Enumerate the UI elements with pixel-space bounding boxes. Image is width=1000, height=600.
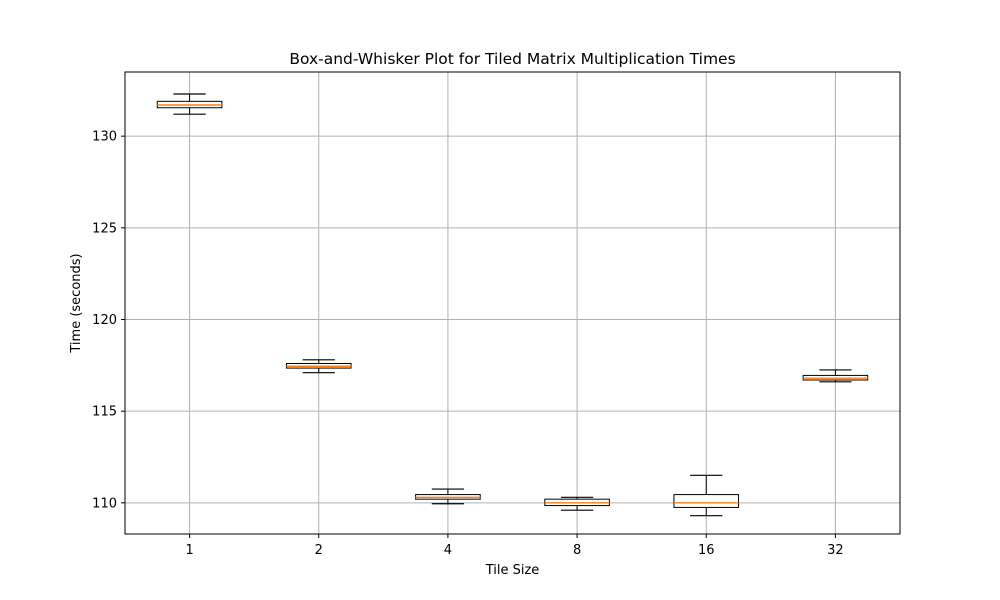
x-tick-label: 8 <box>573 543 581 558</box>
y-tick-label: 115 <box>92 405 117 420</box>
box-group <box>544 496 610 511</box>
chart-title: Box-and-Whisker Plot for Tiled Matrix Mu… <box>289 50 735 68</box>
box-group <box>156 93 223 115</box>
x-tick-label: 1 <box>185 543 193 558</box>
grid <box>125 72 900 534</box>
x-tick-label: 4 <box>444 543 452 558</box>
box-group <box>415 488 481 505</box>
y-tick-label: 125 <box>92 221 117 236</box>
x-tick-label: 16 <box>698 543 715 558</box>
ticks: 1 2 4 8 16 32 110 115 120 125 130 <box>92 130 844 558</box>
y-tick-label: 130 <box>92 130 117 145</box>
x-tick-label: 32 <box>827 543 844 558</box>
x-axis-label: Tile Size <box>485 563 540 578</box>
x-tick-label: 2 <box>315 543 323 558</box>
box-group <box>285 359 352 374</box>
plot-frame <box>124 71 901 535</box>
box-group <box>673 474 740 517</box>
box-group <box>802 369 869 383</box>
y-axis-label: Time (seconds) <box>69 253 84 353</box>
y-tick-label: 120 <box>92 313 117 328</box>
box-iqr <box>673 494 740 508</box>
boxes <box>156 93 869 517</box>
y-tick-label: 110 <box>92 496 117 511</box>
